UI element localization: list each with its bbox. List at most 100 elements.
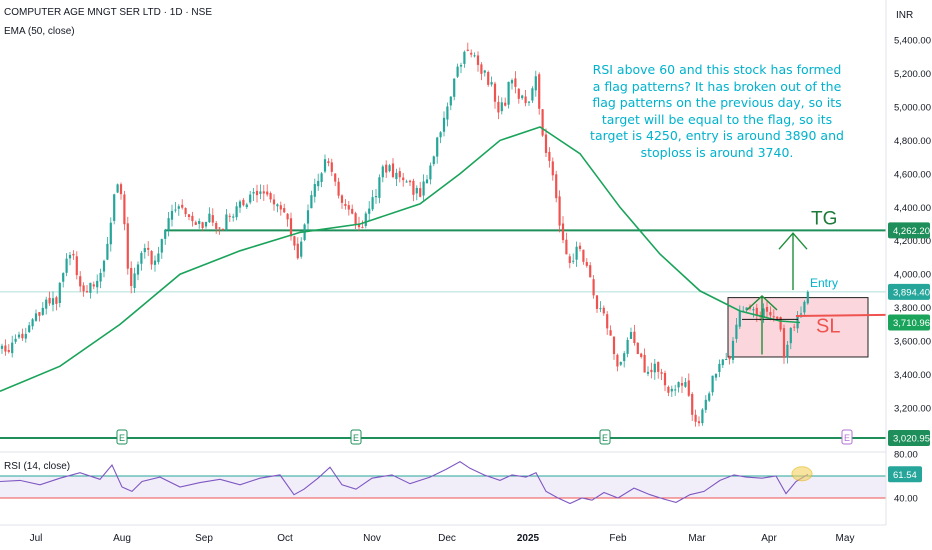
candle-body — [364, 213, 367, 226]
candle-body — [504, 102, 507, 106]
candle-body — [568, 256, 571, 263]
candle-body — [517, 88, 520, 99]
candle-body — [374, 196, 378, 198]
candle-body — [473, 55, 476, 57]
candle-body — [657, 362, 660, 372]
candle-body — [425, 179, 429, 184]
annotation-line: RSI above 60 and this stock has formed — [592, 62, 842, 77]
time-tick-label: Oct — [277, 533, 293, 544]
candle-body — [755, 307, 758, 316]
candle-body — [786, 344, 789, 358]
candle-body — [245, 204, 248, 208]
candle-body — [684, 382, 687, 387]
earnings-e-label: E — [844, 433, 850, 443]
candle-body — [194, 222, 197, 225]
candle-body — [177, 206, 180, 209]
candle-body — [544, 134, 548, 153]
candle-body — [68, 254, 72, 259]
candle-body — [718, 363, 721, 372]
candle-body — [337, 181, 340, 196]
candle-body — [361, 227, 364, 229]
candle-body — [249, 194, 252, 203]
candle-body — [58, 282, 61, 303]
candle-body — [7, 350, 10, 352]
candle-body — [157, 253, 160, 263]
candle-body — [92, 284, 95, 287]
annotation-line: a flag patterns? It has broken out of th… — [592, 78, 842, 94]
candle-body — [89, 282, 92, 293]
candle-body — [691, 393, 694, 415]
earnings-e-label: E — [353, 433, 359, 443]
candle-body — [395, 172, 398, 180]
candle-body — [405, 181, 408, 183]
candle-body — [555, 174, 558, 199]
candle-body — [714, 373, 718, 378]
candle-body — [636, 342, 639, 355]
time-tick-label: Aug — [113, 533, 131, 544]
price-tick-label: 3,600.00 — [894, 337, 931, 348]
rsi-last-label: 61.54 — [893, 470, 917, 481]
candle-body — [456, 66, 459, 77]
candle-body — [269, 193, 272, 200]
flag-pole-arrow-head — [746, 294, 778, 311]
target-arrow-head — [778, 232, 808, 250]
candle-body — [470, 52, 473, 55]
candle-body — [51, 298, 55, 305]
candle-body — [476, 55, 480, 65]
candle-body — [133, 273, 136, 288]
candle-body — [779, 316, 782, 330]
candle-body — [701, 409, 704, 424]
candle-body — [11, 342, 14, 354]
candle-body — [453, 78, 456, 97]
candle-body — [381, 166, 384, 178]
candle-body — [619, 361, 622, 365]
candle-body — [789, 327, 792, 344]
price-tick-label: 5,000.00 — [894, 102, 931, 113]
candle-body — [167, 218, 170, 231]
candle-body — [561, 223, 565, 241]
candle-body — [439, 132, 442, 138]
candle-body — [198, 220, 201, 224]
candle-body — [704, 399, 707, 410]
annotation-line: target is 4250, entry is around 3890 and — [590, 128, 844, 143]
price-badge — [888, 283, 930, 300]
candle-body — [640, 353, 643, 357]
candle-body — [667, 386, 670, 393]
annotation-line: target will be equal to the flag, so its — [601, 111, 833, 127]
candle-body — [697, 421, 701, 424]
candle-body — [130, 267, 133, 286]
candle-body — [592, 279, 595, 296]
price-badge-label: 3,020.95 — [893, 433, 930, 444]
candle-body — [782, 328, 786, 358]
candle-body — [674, 389, 677, 391]
candle-body — [510, 80, 514, 84]
candle-body — [201, 222, 204, 229]
price-tick-label: 3,800.00 — [894, 303, 931, 314]
candle-body — [388, 165, 391, 172]
candle-body — [368, 208, 371, 214]
candle-body — [606, 314, 609, 329]
candle-body — [232, 216, 235, 218]
candle-body — [415, 187, 418, 194]
candle-body — [347, 205, 350, 210]
earnings-e-label: E — [119, 433, 125, 443]
earnings-e-icon — [599, 429, 611, 445]
candle-body — [252, 192, 255, 194]
candle-body — [466, 49, 469, 51]
candle-body — [140, 252, 143, 264]
candle-body — [575, 246, 578, 260]
candle-body — [432, 156, 435, 165]
candle-body — [660, 372, 663, 374]
candle-body — [534, 76, 537, 91]
candle-body — [793, 326, 796, 328]
rsi-legend[interactable]: RSI (14, close) — [4, 461, 71, 472]
candle-body — [463, 51, 466, 64]
ema-legend[interactable]: EMA (50, close) — [4, 26, 75, 37]
candle-body — [422, 181, 425, 196]
candle-body — [235, 206, 238, 218]
candle-body — [164, 229, 167, 239]
candle-body — [745, 307, 748, 311]
price-tick-label: 4,600.00 — [894, 169, 931, 180]
